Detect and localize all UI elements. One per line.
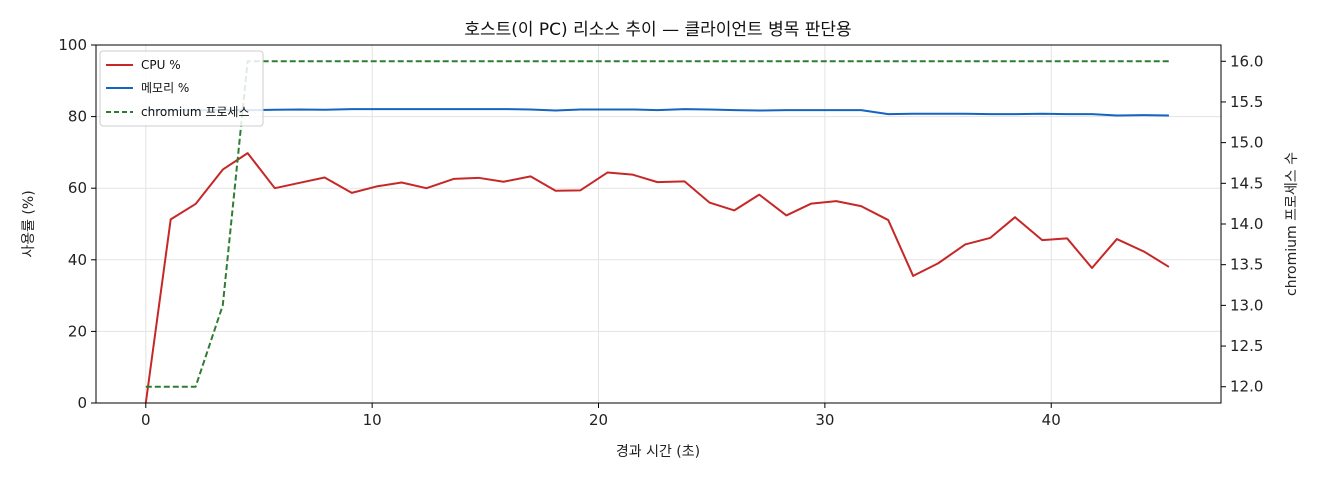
y-tick-label-left: 40 xyxy=(68,251,87,269)
x-tick-label: 10 xyxy=(363,411,382,429)
y-tick-label-left: 0 xyxy=(77,394,87,412)
x-tick-label: 0 xyxy=(141,411,151,429)
y-tick-label-right: 16.0 xyxy=(1230,52,1263,70)
y-tick-label-left: 100 xyxy=(58,36,87,54)
x-tick-label: 40 xyxy=(1042,411,1061,429)
y-tick-label-right: 12.0 xyxy=(1230,378,1263,396)
y-tick-label-right: 15.5 xyxy=(1230,93,1263,111)
y-tick-label-right: 15.0 xyxy=(1230,134,1263,152)
y-tick-label-left: 80 xyxy=(68,108,87,126)
memory-line xyxy=(145,108,1169,117)
y-tick-label-left: 60 xyxy=(68,179,87,197)
grid xyxy=(96,44,1221,404)
legend-label-memory: 메모리 % xyxy=(141,81,189,95)
y-tick-label-right: 13.5 xyxy=(1230,256,1263,274)
x-tick-label: 30 xyxy=(815,411,834,429)
legend-box xyxy=(99,50,264,127)
ticks: 0 10 20 30 40 0 20 40 60 80 100 12.0 12.5 13.0 13.5 14.… xyxy=(58,36,1263,429)
chromium-line xyxy=(145,60,1169,388)
y-axis-label-right: chromium 프로세스 수 xyxy=(1284,152,1300,296)
series-layer xyxy=(144,60,1170,404)
x-tick-label: 20 xyxy=(589,411,608,429)
legend-label-cpu: CPU % xyxy=(141,58,181,72)
plot-frame xyxy=(95,44,1222,404)
chart-title: 호스트(이 PC) 리소스 추이 — 클라이언트 병목 판단용 xyxy=(464,20,851,40)
x-axis-label: 경과 시간 (초) xyxy=(616,444,700,460)
y-axis-label-left: 사용률 (%) xyxy=(21,190,37,257)
y-tick-label-right: 13.0 xyxy=(1230,296,1263,314)
y-tick-label-right: 14.0 xyxy=(1230,215,1263,233)
y-tick-label-right: 12.5 xyxy=(1230,337,1263,355)
legend-label-chromium: chromium 프로세스 xyxy=(141,105,250,119)
legend: CPU % 메모리 % chromium 프로세스 xyxy=(99,50,264,127)
y-tick-label-left: 20 xyxy=(68,322,87,340)
cpu-line xyxy=(144,152,1170,404)
y-tick-label-right: 14.5 xyxy=(1230,174,1263,192)
